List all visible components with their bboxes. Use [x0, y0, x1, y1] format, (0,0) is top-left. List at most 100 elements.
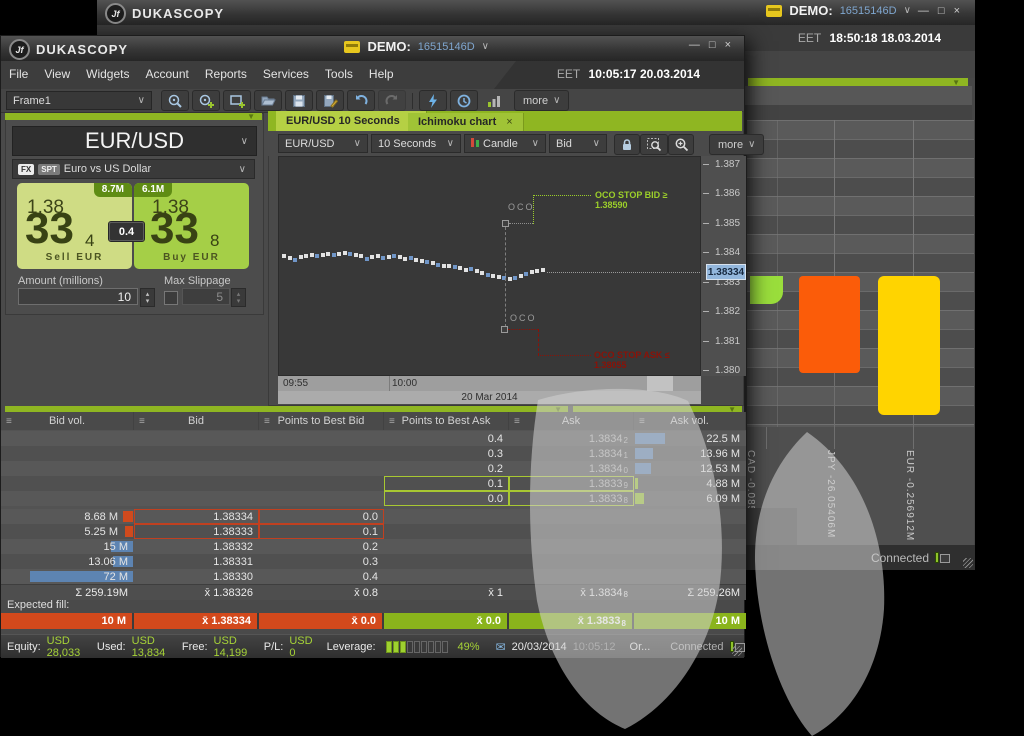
menu-account[interactable]: Account: [145, 67, 189, 81]
menu-help[interactable]: Help: [368, 67, 394, 81]
timer-button[interactable]: [450, 90, 478, 111]
chart-side-select[interactable]: Bid ∨: [549, 134, 607, 153]
ask-row[interactable]: 0.4 1.3834 2 22.5 M: [1, 431, 746, 446]
filter-icon[interactable]: ≡: [639, 415, 645, 427]
chart-style-select[interactable]: Candle ∨: [464, 134, 546, 153]
panel-dropdown-icon[interactable]: ▼: [728, 405, 736, 414]
menu-services[interactable]: Services: [262, 67, 309, 81]
filter-icon[interactable]: ≡: [6, 415, 12, 427]
titlebar[interactable]: Jf DUKASCOPY DEMO: 16515146D ∨ — □ ×: [1, 36, 744, 62]
price-tick: 1.384: [715, 247, 741, 258]
chart-lock-button[interactable]: [614, 134, 640, 155]
frame-selector[interactable]: Frame1 ∨: [6, 91, 152, 110]
used-value: USD 13,834: [131, 634, 166, 659]
oco-marker[interactable]: [502, 220, 509, 227]
price-chart[interactable]: OCO STOP BID ≥ 1.38590 OCO OCO OCO STOP …: [278, 156, 701, 376]
close-button[interactable]: ×: [724, 39, 732, 51]
orders-link[interactable]: Or...: [629, 640, 651, 653]
bg-maximize-button[interactable]: □: [937, 4, 946, 17]
ask-row[interactable]: 0.0 1.3833 8 6.09 M: [1, 491, 746, 506]
oco-marker-label: OCO: [508, 202, 535, 212]
instrument-description-selector[interactable]: FX SPT Euro vs US Dollar ∨: [12, 159, 255, 179]
bid-price: 1.38333: [134, 524, 259, 539]
bg-titlebar[interactable]: Jf DUKASCOPY DEMO: 16515146D ∨ — □ ×: [97, 0, 975, 26]
bg-minimize-button[interactable]: —: [917, 4, 930, 17]
minimize-button[interactable]: —: [688, 39, 701, 51]
tab-ichimoku[interactable]: Ichimoku chart ×: [408, 113, 524, 131]
ask-row[interactable]: 0.2 1.3834 0 12.53 M: [1, 461, 746, 476]
time-axis[interactable]: 09:55 10:00: [278, 376, 701, 391]
bid-row[interactable]: 8.68 M 1.38334 0.0: [1, 509, 746, 524]
clock-icon: [457, 94, 471, 107]
undo-button[interactable]: [347, 90, 375, 111]
amount-stepper[interactable]: ▴ ▾: [140, 288, 155, 307]
buy-button[interactable]: 6.1M 1.38 33 8 Buy EUR: [134, 183, 249, 269]
save-workspace-as-button[interactable]: [316, 90, 344, 111]
bg-clock-date: 18.03.2014: [880, 31, 941, 45]
maximize-button[interactable]: □: [708, 39, 717, 51]
workspace-add-button[interactable]: [192, 90, 220, 111]
instrument-description: Euro vs US Dollar: [63, 163, 152, 175]
panel-dropdown-icon[interactable]: ▼: [247, 112, 255, 121]
filter-icon[interactable]: ≡: [389, 415, 395, 427]
price-axis[interactable]: 1.387 1.386 1.385 1.384 1.383 1.382 1.38…: [701, 156, 746, 376]
menu-reports[interactable]: Reports: [204, 67, 247, 81]
chart-zoom-region-button[interactable]: [640, 134, 668, 155]
account-chevron-icon[interactable]: ∨: [481, 41, 489, 52]
col-pts-best-ask: Points to Best Ask: [401, 415, 491, 427]
dom-table-header[interactable]: ≡ Bid vol. ≡ Bid ≡ Points to Best Bid ≡ Poin…: [1, 412, 746, 431]
oco-marker[interactable]: [501, 326, 508, 333]
frame-selector-value: Frame1: [13, 94, 51, 107]
fx-badge: FX: [18, 163, 35, 175]
open-workspace-button[interactable]: [254, 90, 282, 111]
menu-view[interactable]: View: [44, 67, 71, 81]
bid-row[interactable]: 72 M 1.38330 0.4: [1, 569, 746, 584]
chart-zoom-in-button[interactable]: [668, 134, 694, 155]
slippage-input[interactable]: 5: [182, 288, 230, 305]
expected-fill-label: Expected fill:: [7, 599, 70, 611]
filter-icon[interactable]: ≡: [264, 415, 270, 427]
instrument-selector[interactable]: EUR/USD ∨: [12, 126, 257, 156]
price-tick: 1.382: [715, 306, 741, 317]
bid-row[interactable]: 13.06 M 1.38331 0.3: [1, 554, 746, 569]
avg-bid: x̄ 1.38326: [204, 586, 253, 599]
ask-row[interactable]: 0.3 1.3834 1 13.96 M: [1, 446, 746, 461]
amount-input[interactable]: 10: [18, 288, 138, 305]
bg-close-button[interactable]: ×: [953, 4, 961, 17]
menu-widgets[interactable]: Widgets: [86, 67, 130, 81]
bg-account-chevron-icon[interactable]: ∨: [903, 5, 911, 16]
bg-panel-dropdown-icon[interactable]: ▼: [952, 78, 960, 87]
save-workspace-button[interactable]: [285, 90, 313, 111]
slippage-checkbox[interactable]: [164, 291, 178, 305]
bg-resize-grip[interactable]: [963, 558, 973, 568]
bid-row[interactable]: 15 M 1.38332 0.2: [1, 539, 746, 554]
filter-icon[interactable]: ≡: [514, 415, 520, 427]
quick-trade-button[interactable]: [419, 90, 447, 111]
tab-label: EUR/USD 10 Seconds: [286, 115, 400, 127]
bid-row[interactable]: 5.25 M 1.38333 0.1: [1, 524, 746, 539]
chart-period-select[interactable]: 10 Seconds ∨: [371, 134, 461, 153]
clock-tz: EET: [556, 67, 581, 81]
filter-icon[interactable]: ≡: [139, 415, 145, 427]
tab-eurusd-10s[interactable]: EUR/USD 10 Seconds ×: [276, 111, 428, 131]
slippage-stepper[interactable]: ▴ ▾: [231, 288, 246, 307]
toolbar-more-button[interactable]: more ∨: [514, 90, 570, 111]
axis-scroll-nub[interactable]: [647, 376, 673, 391]
clock-notch: [494, 61, 744, 89]
menu-file[interactable]: File: [9, 67, 29, 81]
new-window-button[interactable]: [223, 90, 251, 111]
server-clock: EET 10:05:17 20.03.2014: [557, 67, 700, 81]
chart-more-button[interactable]: more ∨: [709, 134, 765, 155]
tab-close-icon[interactable]: ×: [506, 116, 513, 128]
performance-button[interactable]: [481, 91, 507, 110]
ask-vol: 4.88 M: [706, 477, 740, 490]
messages-envelope-icon[interactable]: ✉: [495, 639, 506, 654]
menu-tools[interactable]: Tools: [324, 67, 353, 81]
bid-vol: 13.06 M: [88, 555, 128, 568]
redo-button[interactable]: [378, 90, 406, 111]
resize-grip[interactable]: [732, 646, 742, 656]
workspace-search-button[interactable]: [161, 90, 189, 111]
chart-tabstrip: EUR/USD 10 Seconds × Ichimoku chart ×: [268, 111, 742, 131]
chart-instrument-select[interactable]: EUR/USD ∨: [278, 134, 368, 153]
ask-row[interactable]: 0.1 1.3833 9 4.88 M: [1, 476, 746, 491]
